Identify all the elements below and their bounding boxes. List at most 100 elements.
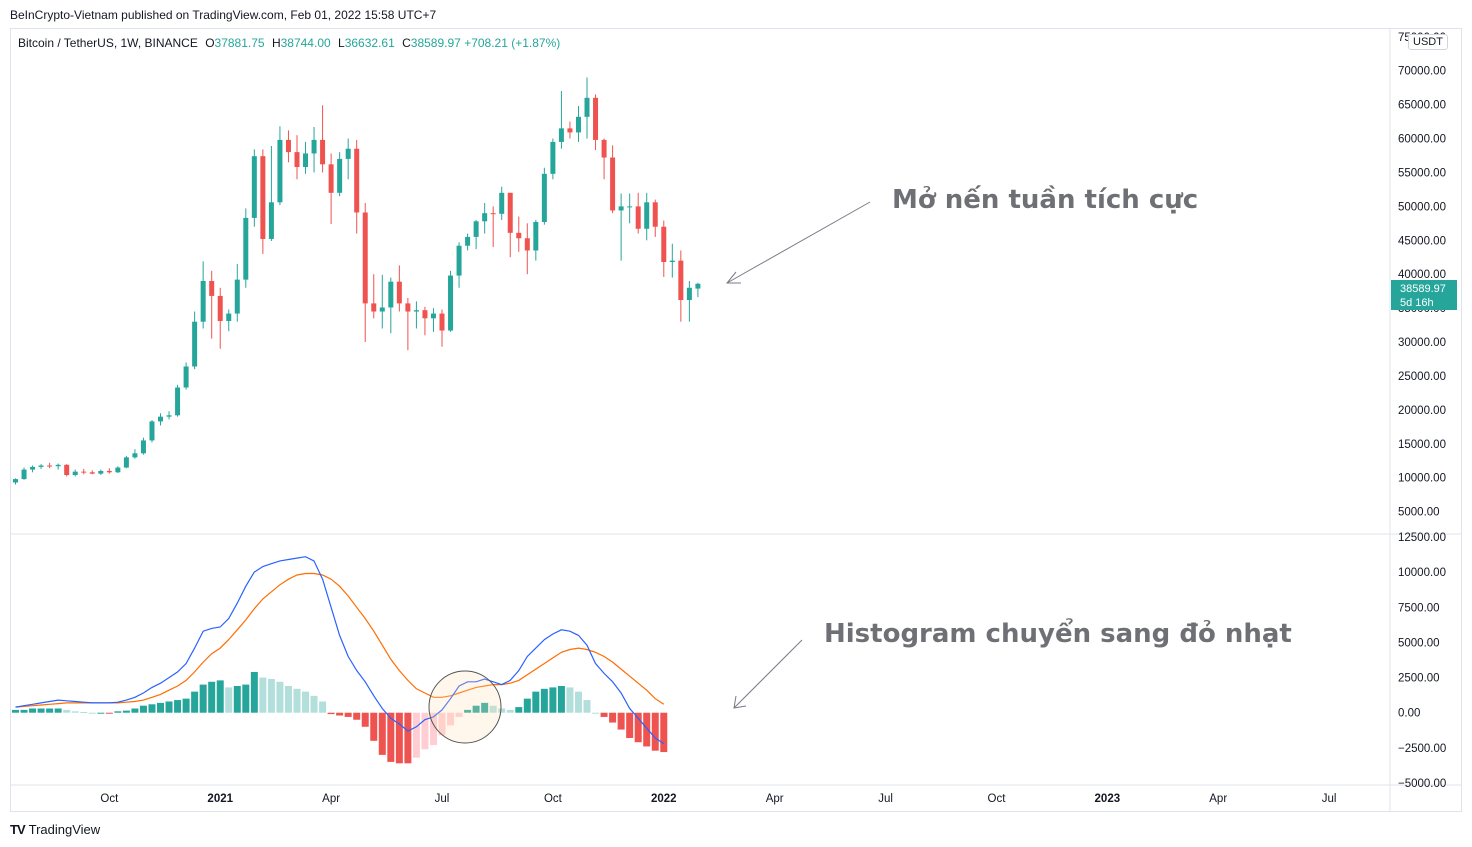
footer-brand[interactable]: TV TradingView bbox=[10, 822, 100, 837]
close-value: 38589.97 bbox=[410, 36, 461, 50]
candle-body bbox=[21, 469, 27, 480]
symbol-name[interactable]: Bitcoin / TetherUS, 1W, BINANCE bbox=[18, 36, 198, 50]
candle-body bbox=[627, 206, 633, 208]
last-price-countdown: 5d 16h bbox=[1400, 297, 1434, 309]
candle-body bbox=[362, 212, 368, 304]
candle-body bbox=[593, 97, 599, 140]
macd-tick-label: 10000.00 bbox=[1398, 567, 1446, 579]
candle-body bbox=[277, 139, 283, 203]
macd-tick-label: −2500.00 bbox=[1398, 743, 1446, 755]
highlight-circle[interactable] bbox=[428, 670, 502, 744]
candle-body bbox=[371, 303, 377, 312]
candle-body bbox=[166, 415, 172, 417]
candle-body bbox=[644, 202, 650, 229]
candle-body bbox=[311, 139, 317, 154]
histogram-bar bbox=[395, 712, 403, 764]
candle-body bbox=[439, 313, 445, 331]
histogram-bar bbox=[302, 691, 310, 713]
histogram-bar bbox=[88, 712, 96, 714]
candle-body bbox=[448, 275, 454, 331]
time-tick-label: Apr bbox=[322, 793, 340, 805]
open-label: O bbox=[205, 36, 215, 50]
histogram-bar bbox=[208, 681, 216, 713]
histogram-bar bbox=[12, 709, 19, 713]
histogram-bar bbox=[609, 712, 617, 723]
histogram-bar bbox=[327, 712, 335, 715]
histogram-bar bbox=[71, 711, 79, 713]
price-pane[interactable] bbox=[13, 77, 701, 485]
candle-body bbox=[499, 192, 505, 214]
histogram-bar bbox=[464, 709, 472, 713]
candle-body bbox=[303, 153, 309, 168]
annotation-bottom[interactable]: Histogram chuyển sang đỏ nhạt bbox=[733, 616, 1292, 709]
high-label: H bbox=[271, 36, 281, 50]
histogram-bar bbox=[617, 712, 625, 730]
histogram-bar bbox=[54, 708, 62, 713]
price-tick-label: 65000.00 bbox=[1398, 100, 1446, 112]
histogram-bar bbox=[114, 711, 122, 713]
histogram-bar bbox=[489, 705, 497, 713]
macd-line bbox=[15, 556, 665, 745]
histogram-bar bbox=[387, 712, 395, 762]
macd-axis[interactable]: −5000.00 −2500.00 0.00 2500.00 5000.00 7500.0… bbox=[1398, 532, 1446, 790]
histogram-bar bbox=[651, 712, 659, 751]
time-tick-label: 2022 bbox=[651, 793, 677, 805]
candle-body bbox=[192, 321, 198, 367]
candle-body bbox=[72, 471, 78, 476]
price-tick-label: 20000.00 bbox=[1398, 405, 1446, 417]
macd-tick-label: 7500.00 bbox=[1398, 602, 1440, 614]
candle-body bbox=[354, 148, 360, 213]
candle-body bbox=[294, 152, 300, 168]
time-axis[interactable]: Oct 2021 Apr Jul Oct 2022 Apr Jul Oct 2023 Apr Jul bbox=[100, 793, 1336, 805]
histogram-bar bbox=[20, 709, 28, 713]
histogram-bar bbox=[447, 712, 455, 726]
macd-tick-label: 2500.00 bbox=[1398, 673, 1440, 685]
histogram-bar bbox=[319, 701, 327, 713]
candle-body bbox=[132, 453, 138, 458]
candle-body bbox=[89, 472, 95, 474]
low-value: 36632.61 bbox=[344, 36, 395, 50]
histogram-bar bbox=[148, 704, 156, 713]
histogram-bar bbox=[506, 709, 514, 713]
macd-pane[interactable] bbox=[12, 556, 668, 764]
open-value: 37881.75 bbox=[214, 36, 265, 50]
annotation-bottom-text: Histogram chuyển sang đỏ nhạt bbox=[824, 616, 1292, 649]
time-tick-label: Oct bbox=[544, 793, 563, 805]
time-tick-label: Oct bbox=[988, 793, 1007, 805]
candle-body bbox=[686, 287, 692, 300]
candle-body bbox=[175, 387, 181, 416]
candle-body bbox=[601, 139, 607, 158]
candle-body bbox=[38, 465, 44, 467]
price-tick-label: 55000.00 bbox=[1398, 167, 1446, 179]
candle-body bbox=[482, 213, 488, 222]
candle-body bbox=[285, 139, 291, 153]
histogram-bar bbox=[174, 700, 182, 713]
price-tick-label: 25000.00 bbox=[1398, 371, 1446, 383]
histogram-bar bbox=[353, 712, 361, 720]
histogram-bar bbox=[293, 688, 301, 713]
currency-badge[interactable]: USDT bbox=[1408, 34, 1448, 50]
candle-body bbox=[149, 421, 155, 441]
histogram-bar bbox=[421, 712, 429, 750]
close-label: C bbox=[402, 36, 411, 50]
tradingview-logo-icon: TV bbox=[10, 822, 26, 837]
histogram-bar bbox=[344, 712, 352, 717]
price-tick-label: 50000.00 bbox=[1398, 201, 1446, 213]
histogram-bar bbox=[540, 688, 548, 713]
annotation-top[interactable]: Mở nến tuần tích cực bbox=[725, 184, 1198, 284]
candle-body bbox=[234, 279, 240, 314]
histogram-bar bbox=[557, 686, 565, 713]
histogram-bar bbox=[46, 708, 54, 713]
histogram-bar bbox=[284, 686, 292, 713]
histogram-bar bbox=[378, 712, 386, 755]
price-axis[interactable]: 5000.00 10000.00 15000.00 20000.00 25000.00 3… bbox=[1398, 32, 1446, 519]
histogram-bar bbox=[592, 712, 600, 714]
histogram-bar bbox=[131, 708, 139, 713]
candle-body bbox=[507, 192, 513, 233]
histogram-bar bbox=[225, 687, 233, 713]
histogram-bar bbox=[336, 712, 344, 716]
price-tick-label: 10000.00 bbox=[1398, 473, 1446, 485]
histogram-bar bbox=[63, 709, 71, 713]
annotation-bottom-arrowhead bbox=[733, 695, 747, 709]
